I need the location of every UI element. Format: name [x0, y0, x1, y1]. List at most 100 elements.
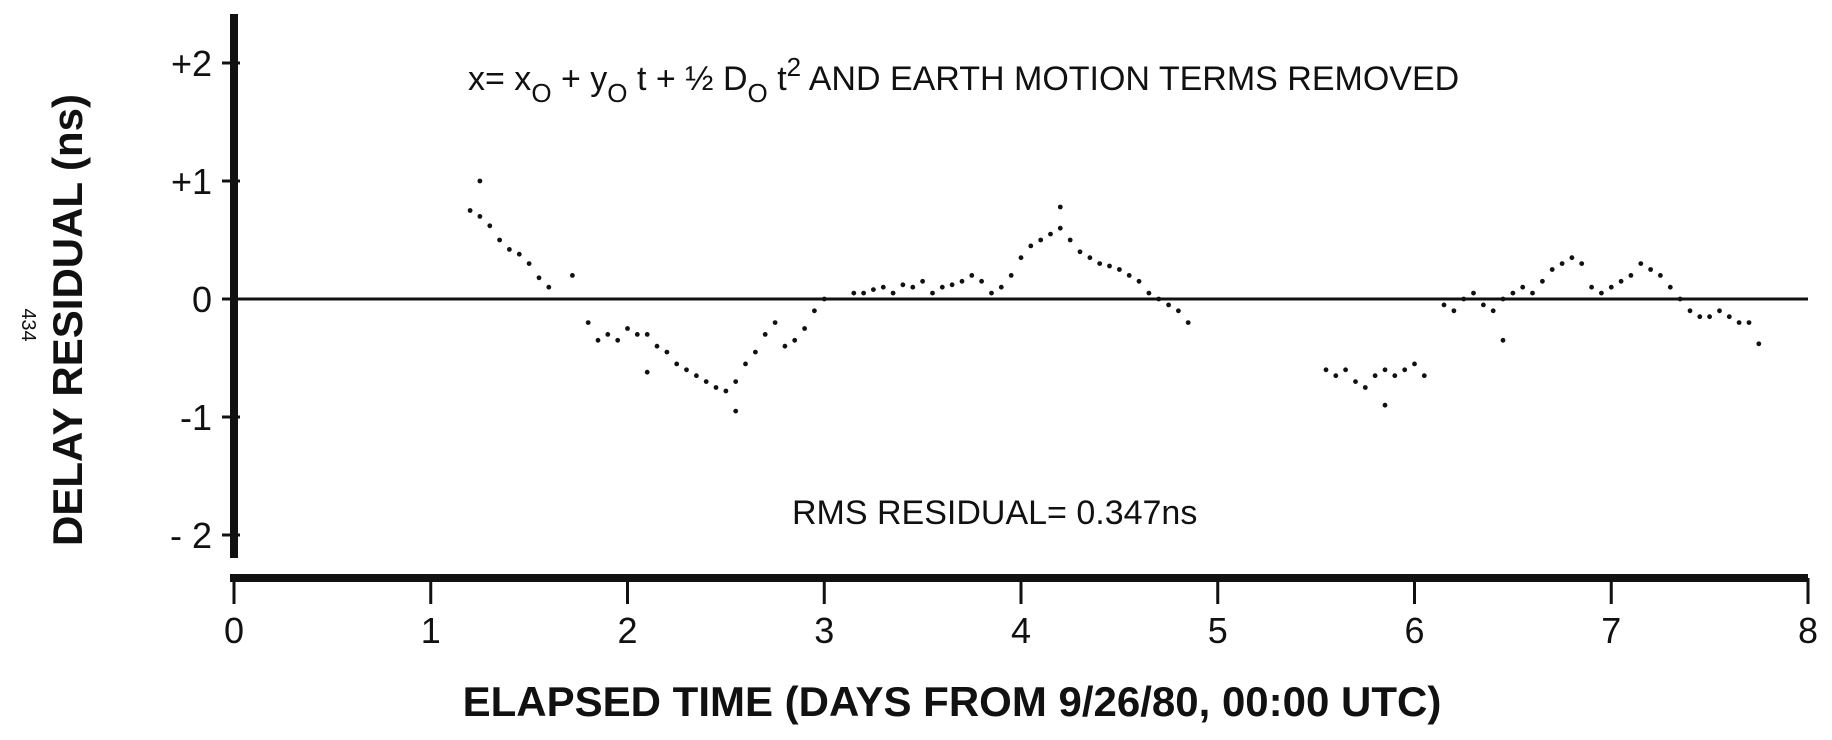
data-point: [949, 282, 955, 288]
data-point: [1185, 320, 1191, 325]
data-point: [1599, 290, 1604, 296]
data-point: [1008, 273, 1014, 278]
data-point: [1126, 273, 1132, 278]
data-point: [782, 343, 788, 349]
data-point: [585, 320, 591, 325]
formula-x-sub: O: [531, 78, 551, 108]
data-point: [900, 282, 906, 288]
data-point: [1107, 263, 1112, 269]
data-point: [802, 326, 807, 331]
data-point: [694, 373, 699, 379]
data-point: [861, 290, 866, 296]
data-point: [1028, 243, 1034, 249]
data-point: [733, 379, 739, 384]
data-point: [979, 278, 984, 284]
data-point: [753, 349, 758, 355]
data-point: [1176, 308, 1181, 314]
data-point: [1530, 290, 1535, 296]
data-point: [939, 284, 945, 290]
data-point: [1746, 320, 1752, 325]
data-point: [930, 290, 935, 296]
data-point: [1726, 314, 1732, 320]
data-point: [477, 214, 483, 219]
data-point: [920, 278, 925, 284]
data-point: [654, 343, 660, 349]
data-point: [1481, 302, 1486, 308]
data-point: [1117, 267, 1122, 272]
data-point: [1500, 296, 1506, 302]
data-point: [1421, 373, 1427, 379]
data-point: [1343, 367, 1348, 373]
data-point: [526, 261, 532, 266]
data-point-outlier: [644, 369, 650, 375]
data-point: [644, 332, 650, 337]
data-point: [1697, 314, 1703, 320]
x-tick-label: 3: [814, 610, 834, 651]
data-point: [1510, 290, 1516, 296]
data-point: [703, 379, 709, 384]
rms-annotation: RMS RESIDUAL= 0.347ns: [792, 494, 1197, 532]
formula-d-sub: O: [748, 78, 768, 108]
data-point-outlier: [1500, 337, 1506, 343]
data-point: [1618, 278, 1624, 284]
data-point: [487, 223, 493, 229]
data-point: [1638, 261, 1644, 266]
data-point: [664, 349, 670, 355]
y-tick-label: +2: [171, 43, 212, 84]
data-point: [1038, 237, 1044, 243]
data-point: [1451, 308, 1457, 314]
data-point: [595, 337, 601, 343]
data-point: [723, 388, 729, 394]
data-point-outlier: [1057, 204, 1063, 210]
data-point: [1717, 308, 1722, 314]
data-point: [812, 308, 817, 314]
y-tick-label: - 2: [170, 515, 212, 556]
data-point-outlier: [477, 178, 483, 184]
x-tick-label: 4: [1011, 610, 1031, 651]
data-point: [1520, 284, 1526, 290]
data-point: [1362, 385, 1368, 390]
data-point: [998, 284, 1004, 290]
data-point: [871, 287, 876, 292]
data-point: [762, 332, 768, 337]
data-point: [605, 332, 611, 337]
data-point: [1569, 255, 1575, 261]
data-point: [1048, 231, 1053, 237]
y-axis-title: DELAY RESIDUAL (ns): [44, 94, 91, 546]
data-point: [1461, 296, 1467, 302]
data-point: [713, 385, 719, 390]
data-point: [1353, 379, 1358, 384]
data-point: [1156, 296, 1162, 302]
data-point: [1579, 261, 1585, 266]
data-point: [1648, 267, 1653, 272]
data-point: [1392, 373, 1398, 379]
data-point: [684, 367, 689, 373]
x-axis-title: ELAPSED TIME (DAYS FROM 9/26/80, 00:00 U…: [463, 678, 1442, 725]
x-tick-label: 8: [1798, 610, 1818, 651]
data-point: [507, 247, 512, 252]
data-point: [467, 208, 473, 213]
data-point: [1608, 284, 1614, 290]
data-point: [1018, 255, 1024, 261]
data-point: [1736, 320, 1742, 325]
data-point: [1441, 302, 1447, 308]
data-point: [1549, 267, 1555, 272]
data-point: [1166, 302, 1171, 308]
data-point: [625, 326, 630, 331]
data-point: [890, 290, 896, 296]
data-point: [989, 290, 994, 296]
formula-tail: AND EARTH MOTION TERMS REMOVED: [801, 60, 1459, 98]
data-point: [1667, 284, 1673, 290]
data-point: [969, 273, 975, 278]
y-tick-label: +1: [171, 161, 212, 202]
data-point-outlier: [1756, 341, 1762, 347]
y-axis-ticks: +2 +1 0 -1 - 2: [170, 43, 240, 556]
data-point: [959, 278, 965, 284]
x-tick-label: 0: [224, 610, 244, 651]
x-tick-label: 1: [421, 610, 441, 651]
data-point: [615, 337, 621, 343]
data-point: [1323, 367, 1329, 373]
data-point: [536, 275, 542, 281]
data-point: [772, 320, 778, 325]
